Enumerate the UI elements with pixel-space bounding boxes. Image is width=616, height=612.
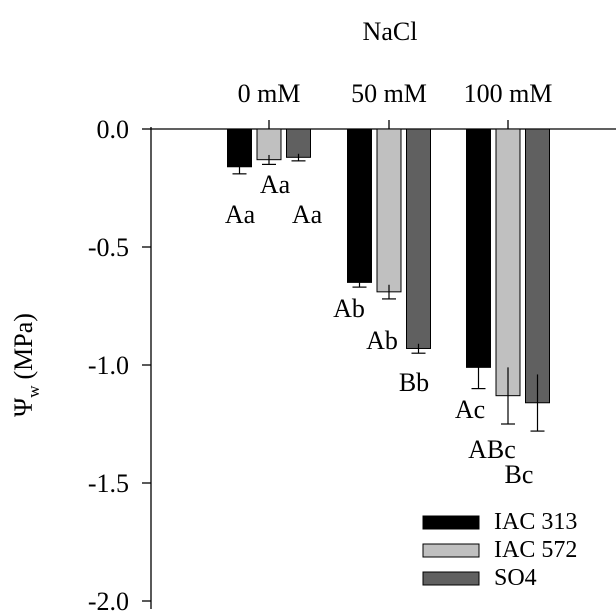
data-label: Aa (225, 200, 256, 229)
y-axis-label-subscript: w (24, 385, 43, 398)
y-axis-label-unit: (MPa) (9, 313, 38, 379)
data-label: Ab (333, 294, 365, 323)
data-label: Aa (260, 170, 291, 199)
bar (406, 128, 431, 349)
y-axis-label: Ψw (MPa) (9, 313, 43, 417)
y-tick-label: -0.5 (88, 233, 129, 262)
x-tick-label: 100 mM (464, 79, 553, 108)
bar (256, 128, 282, 161)
svg-text:Ψw(MPa): Ψw (MPa) (9, 313, 43, 417)
legend-label: SO4 (494, 565, 537, 591)
bar (376, 128, 402, 293)
data-label: Aa (292, 200, 323, 229)
legend-swatch (422, 515, 480, 530)
x-tick-label: 50 mM (351, 79, 427, 108)
chart-title: NaCl (363, 17, 418, 46)
data-label: ABc (468, 435, 516, 464)
y-tick-label: -1.5 (88, 469, 129, 498)
x-tick-label: 0 mM (238, 79, 301, 108)
legend-label: IAC 572 (494, 537, 577, 563)
bar (525, 128, 550, 404)
y-tick-label: -1.0 (88, 351, 129, 380)
data-label: Ab (366, 326, 398, 355)
y-tick-label: -2.0 (88, 587, 129, 612)
data-label: Ac (455, 395, 485, 424)
bar (466, 128, 491, 368)
data-label: Bb (399, 368, 429, 397)
bar (286, 128, 311, 158)
y-axis-label-symbol: Ψ (9, 397, 38, 417)
legend-swatch (422, 543, 480, 558)
bar (347, 128, 372, 283)
legend-swatch (422, 571, 480, 586)
bar (495, 128, 521, 397)
data-label: Bc (505, 460, 534, 489)
y-tick-label: 0.0 (97, 115, 130, 144)
legend-label: IAC 313 (494, 509, 577, 535)
